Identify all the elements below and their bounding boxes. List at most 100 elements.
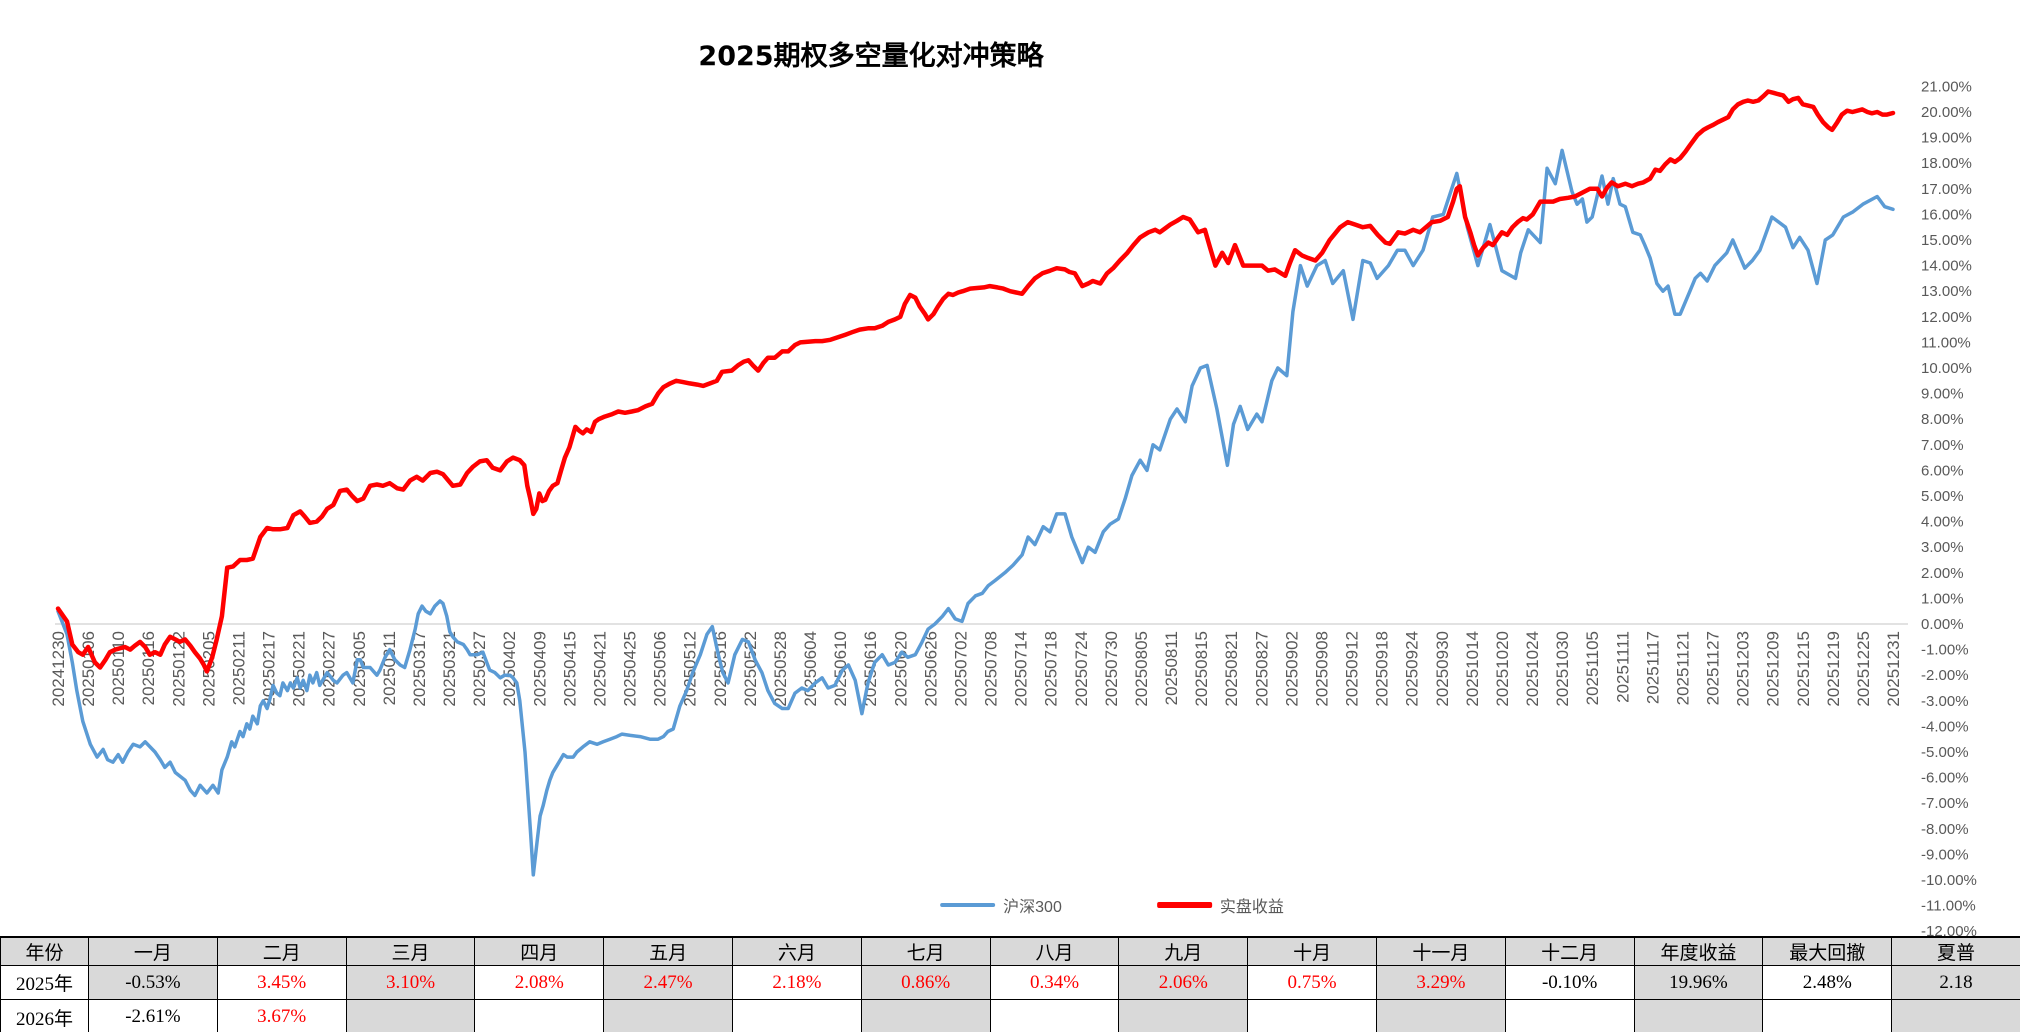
table-cell[interactable] [474, 999, 605, 1032]
x-axis-tick-label: 20250805 [1132, 631, 1151, 707]
column-header[interactable]: 一月 [88, 936, 218, 966]
y-axis-tick-label: -8.00% [1921, 821, 1969, 838]
table-cell[interactable] [1633, 999, 1764, 1032]
table-cell[interactable] [1247, 999, 1377, 1032]
x-axis-tick-label: 20250604 [801, 631, 820, 707]
column-header[interactable]: 八月 [989, 936, 1120, 966]
table-cell[interactable] [1504, 999, 1635, 1032]
table-cell[interactable] [603, 999, 733, 1032]
table-cell[interactable]: 2.18 [1891, 965, 2020, 1000]
y-axis-tick-label: 15.00% [1921, 232, 1972, 249]
table-cell[interactable]: 3.10% [345, 965, 476, 1000]
table-cell[interactable]: 19.96% [1633, 965, 1764, 1000]
table-cell[interactable] [1375, 999, 1506, 1032]
table-cell[interactable]: 3.29% [1375, 965, 1506, 1000]
table-cell[interactable] [1891, 999, 2020, 1032]
y-axis-tick-label: 5.00% [1921, 488, 1964, 505]
x-axis-tick-label: 20250402 [500, 631, 519, 707]
column-header[interactable]: 夏普 [1891, 936, 2020, 966]
legend-label-csi300: 沪深300 [1003, 899, 1062, 916]
column-header[interactable]: 十二月 [1504, 936, 1635, 966]
column-header[interactable]: 五月 [603, 936, 733, 966]
table-cell[interactable] [731, 999, 862, 1032]
x-axis-tick-label: 20250421 [591, 631, 610, 707]
table-cell[interactable]: 3.45% [216, 965, 347, 1000]
table-cell[interactable] [345, 999, 476, 1032]
y-axis-tick-label: 19.00% [1921, 130, 1972, 147]
x-axis-tick-label: 20251111 [1613, 631, 1632, 703]
y-axis-tick-label: -4.00% [1921, 718, 1969, 735]
series-line-csi300[interactable] [56, 148, 1895, 877]
table-header-row: 年份 一月 二月 三月 四月 五月 六月 七月 八月 九月 十月 十一月 十二月 年度收益 最大回撤 夏普 [0, 936, 2020, 966]
column-header[interactable]: 十月 [1247, 936, 1377, 966]
table-cell[interactable]: -2.61% [88, 999, 218, 1032]
table-row: 2025年 -0.53% 3.45% 3.10% 2.08% 2.47% 2.18% 0.86… [0, 965, 2020, 1000]
x-axis-tick-label: 20251105 [1583, 631, 1602, 705]
table-cell[interactable]: 0.75% [1247, 965, 1377, 1000]
table-cell[interactable]: 2.18% [731, 965, 862, 1000]
x-axis-tick-label: 20250522 [741, 631, 760, 707]
table-cell[interactable]: 2026年 [0, 999, 89, 1032]
column-header[interactable]: 年份 [0, 936, 89, 966]
x-axis-tick-label: 20250227 [320, 631, 339, 707]
table-cell[interactable]: 2.06% [1118, 965, 1249, 1000]
series-line-strategy[interactable] [55, 89, 1896, 674]
x-axis-tick-label: 20250317 [410, 631, 429, 707]
x-axis-tick-label: 20251209 [1764, 631, 1783, 707]
x-axis-tick-label: 20251030 [1553, 631, 1572, 707]
column-header[interactable]: 六月 [731, 936, 862, 966]
table-cell[interactable]: 3.67% [216, 999, 347, 1032]
table-cell[interactable]: 2025年 [0, 965, 89, 1000]
x-axis-tick-label: 20250730 [1102, 631, 1121, 707]
y-axis-tick-label: -1.00% [1921, 642, 1969, 659]
table-cell[interactable]: 2.48% [1762, 965, 1893, 1000]
x-axis-tick-label: 20250815 [1192, 631, 1211, 707]
table-cell[interactable]: -0.10% [1504, 965, 1635, 1000]
y-axis-tick-label: 2.00% [1921, 565, 1964, 582]
x-axis-tick-label: 20251219 [1824, 631, 1843, 707]
monthly-returns-table: 年份 一月 二月 三月 四月 五月 六月 七月 八月 九月 十月 十一月 十二月 年度收益 最大回撤 夏普 20… [0, 936, 2020, 1032]
x-axis-tick-label: 20250305 [350, 631, 369, 707]
y-axis-tick-label: -3.00% [1921, 693, 1969, 710]
x-axis-tick-label: 20250311 [380, 631, 399, 705]
x-axis-tick-label: 20251024 [1523, 631, 1542, 707]
x-axis-tick-label: 20250708 [982, 631, 1001, 707]
column-header[interactable]: 最大回撤 [1762, 936, 1893, 966]
legend-item-csi300[interactable]: 沪深300 [940, 893, 1062, 917]
y-axis-tick-label: 0.00% [1921, 616, 1964, 633]
strategy-line-swatch [1156, 902, 1212, 908]
table-cell[interactable]: -0.53% [88, 965, 218, 1000]
x-axis-tick-label: 20250714 [1012, 631, 1031, 707]
column-header[interactable]: 二月 [216, 936, 347, 966]
y-axis-tick-label: 20.00% [1921, 104, 1972, 121]
chart-legend: 沪深300 实盘收益 [940, 893, 1284, 917]
column-header[interactable]: 三月 [345, 936, 476, 966]
column-header[interactable]: 十一月 [1375, 936, 1506, 966]
table-cell[interactable]: 2.08% [474, 965, 605, 1000]
column-header[interactable]: 七月 [860, 936, 991, 966]
legend-item-strategy[interactable]: 实盘收益 [1156, 893, 1284, 917]
column-header[interactable]: 九月 [1118, 936, 1249, 966]
x-axis-tick-label: 20250211 [230, 631, 249, 705]
x-axis-tick-label: 20250528 [771, 631, 790, 707]
x-axis-tick-label: 20250930 [1433, 631, 1452, 707]
x-axis-tick-label: 20250610 [831, 631, 850, 707]
chart-plot-area[interactable]: 21.00% 20.00% 19.00% 18.00% 17.00% 16.00% 15.0… [0, 0, 2020, 936]
y-axis-tick-label: 4.00% [1921, 514, 1964, 531]
column-header[interactable]: 四月 [474, 936, 605, 966]
legend-label-strategy: 实盘收益 [1219, 899, 1284, 916]
y-axis-tick-label: 14.00% [1921, 258, 1972, 275]
table-cell[interactable]: 0.34% [989, 965, 1120, 1000]
table-cell[interactable] [860, 999, 991, 1032]
table-cell[interactable]: 2.47% [603, 965, 733, 1000]
table-cell[interactable] [1762, 999, 1893, 1032]
y-axis-tick-label: -9.00% [1921, 846, 1969, 863]
x-axis-tick-label: 20250425 [621, 631, 640, 707]
y-axis-tick-label: 8.00% [1921, 411, 1964, 428]
y-axis-tick-label: 17.00% [1921, 181, 1972, 198]
table-cell[interactable] [1118, 999, 1249, 1032]
column-header[interactable]: 年度收益 [1633, 936, 1764, 966]
table-cell[interactable]: 0.86% [860, 965, 991, 1000]
table-cell[interactable] [989, 999, 1120, 1032]
